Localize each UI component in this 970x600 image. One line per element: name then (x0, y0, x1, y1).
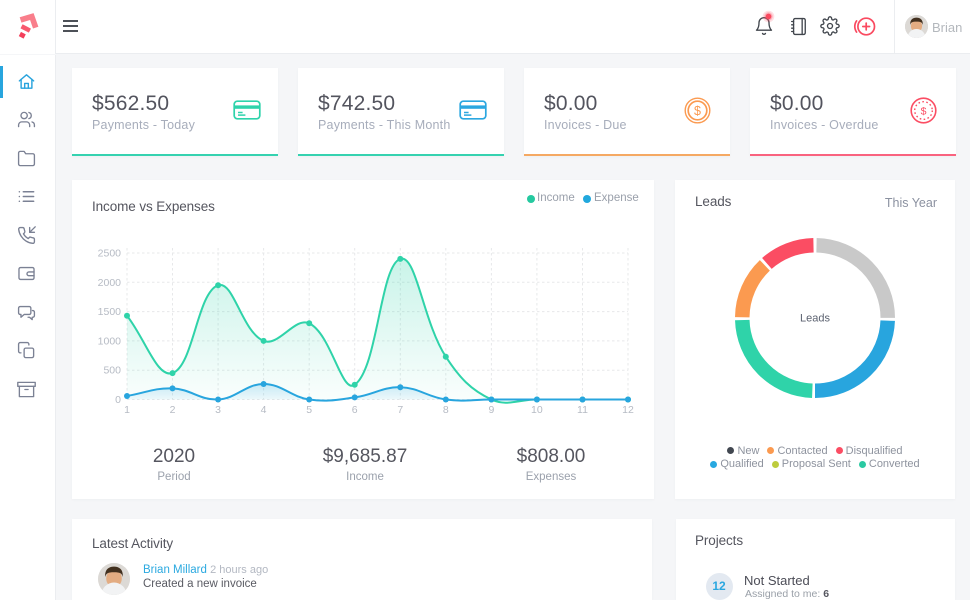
svg-text:$: $ (694, 104, 701, 118)
svg-text:10: 10 (531, 404, 543, 416)
svg-text:11: 11 (577, 404, 588, 416)
svg-text:8: 8 (443, 404, 449, 416)
svg-text:0: 0 (115, 394, 121, 406)
svg-text:9: 9 (488, 404, 494, 416)
svg-text:500: 500 (103, 365, 121, 377)
svg-text:Leads: Leads (800, 313, 830, 325)
svg-text:6: 6 (352, 404, 358, 416)
svg-text:7: 7 (397, 404, 403, 416)
svg-text:1000: 1000 (98, 335, 122, 347)
svg-text:$: $ (921, 106, 927, 118)
svg-text:4: 4 (261, 404, 267, 416)
svg-text:5: 5 (306, 404, 312, 416)
svg-text:2500: 2500 (98, 248, 122, 260)
svg-text:2000: 2000 (98, 277, 122, 289)
svg-text:1: 1 (124, 404, 130, 416)
svg-text:3: 3 (215, 404, 221, 416)
svg-text:1500: 1500 (98, 306, 122, 318)
svg-text:12: 12 (622, 404, 634, 416)
svg-text:2: 2 (170, 404, 176, 416)
